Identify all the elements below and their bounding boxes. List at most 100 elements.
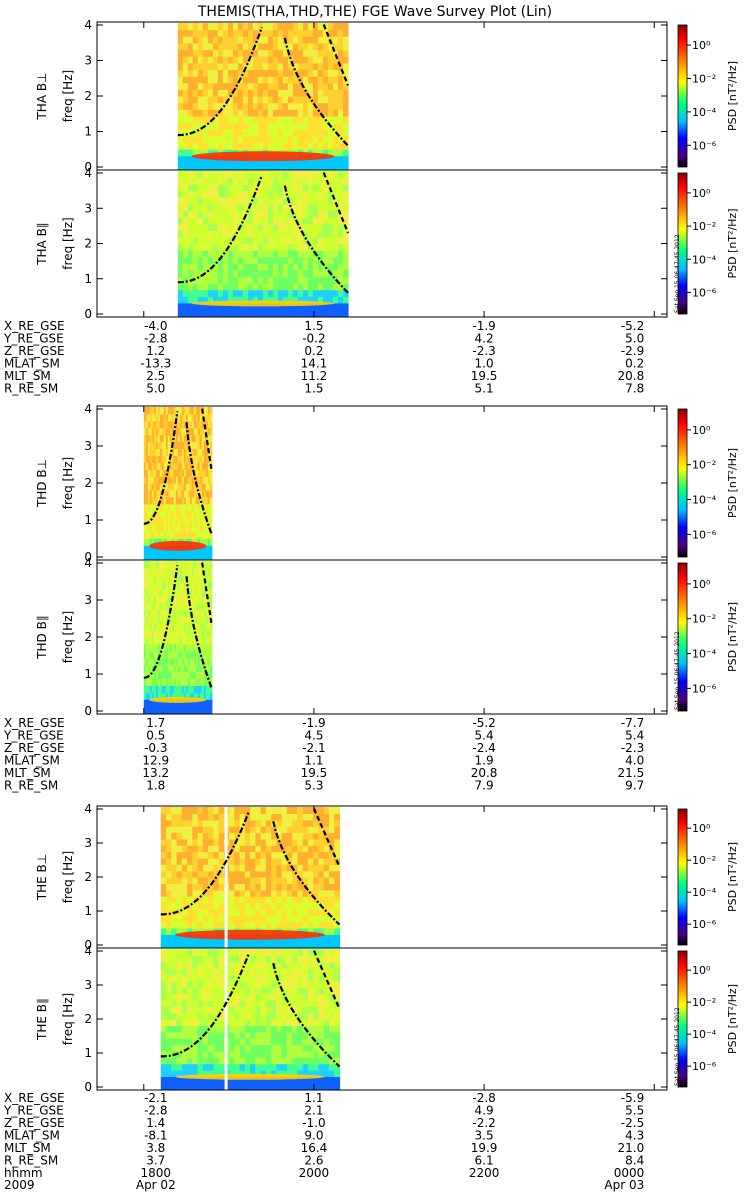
heatmap-cell bbox=[338, 171, 344, 179]
heatmap-cell bbox=[177, 122, 184, 130]
heatmap-cell bbox=[222, 36, 229, 44]
heatmap-cell bbox=[234, 1050, 241, 1058]
heatmap-cell bbox=[307, 283, 314, 291]
heatmap-cell bbox=[209, 692, 213, 700]
heatmap-cell bbox=[185, 699, 189, 707]
heatmap-cell bbox=[322, 69, 329, 77]
heatmap-cell bbox=[322, 223, 329, 231]
heatmap-cell bbox=[171, 692, 175, 700]
heatmap-cell bbox=[213, 1076, 220, 1084]
heatmap-cell bbox=[297, 69, 304, 77]
heatmap-cell bbox=[242, 82, 249, 90]
heatmap-cell bbox=[307, 908, 314, 916]
heatmap-cell bbox=[312, 109, 319, 117]
heatmap-cell bbox=[173, 609, 177, 617]
heatmap-cell bbox=[244, 1050, 251, 1058]
heatmap-cell bbox=[265, 921, 272, 929]
heatmap-cell bbox=[153, 692, 157, 700]
heatmap-cell bbox=[176, 1050, 183, 1058]
heatmap-cell bbox=[267, 283, 274, 291]
heatmap-cell bbox=[192, 122, 199, 130]
heatmap-cell bbox=[177, 56, 184, 64]
heatmap-cell bbox=[197, 62, 204, 70]
heatmap-cell bbox=[307, 999, 314, 1007]
heatmap-cell bbox=[181, 915, 188, 923]
ephemeris-value: 1.0 bbox=[475, 357, 494, 371]
heatmap-cell bbox=[257, 49, 264, 57]
heatmap-cell bbox=[166, 1006, 172, 1014]
heatmap-cell bbox=[260, 915, 267, 923]
ephemeris-value: -1.9 bbox=[472, 319, 495, 333]
heatmap-cell bbox=[312, 217, 319, 225]
heatmap-cell bbox=[343, 171, 349, 179]
heatmap-cell bbox=[203, 616, 207, 624]
heatmap-cell bbox=[173, 637, 177, 645]
heatmap-cell bbox=[160, 1019, 167, 1026]
heatmap-cell bbox=[207, 692, 211, 700]
heatmap-cell bbox=[192, 1012, 199, 1020]
heatmap-cell bbox=[242, 243, 249, 251]
heatmap-cell bbox=[187, 42, 194, 51]
heatmap-cell bbox=[227, 177, 234, 185]
heatmap-cell bbox=[267, 236, 274, 245]
helium-frequency-curve bbox=[313, 950, 341, 1010]
heatmap-cell bbox=[195, 476, 199, 484]
heatmap-cell bbox=[343, 184, 349, 192]
heatmap-cell bbox=[232, 115, 239, 124]
heatmap-cell bbox=[247, 142, 254, 150]
heatmap-cell bbox=[343, 243, 349, 251]
heatmap-cell bbox=[185, 657, 189, 666]
heatmap-cell bbox=[207, 671, 211, 679]
heatmap-cell bbox=[244, 980, 251, 988]
heatmap-cell bbox=[161, 567, 165, 576]
heatmap-cell bbox=[202, 1025, 209, 1033]
heatmap-cell bbox=[187, 706, 191, 714]
heatmap-cell bbox=[255, 896, 262, 904]
heatmap-cell bbox=[271, 883, 278, 891]
heatmap-cell bbox=[171, 510, 175, 519]
heatmap-cell bbox=[197, 503, 201, 512]
heatmap-cell bbox=[313, 908, 320, 916]
heatmap-cell bbox=[329, 934, 335, 942]
heatmap-cell bbox=[175, 552, 179, 560]
heatmap-cell bbox=[181, 1025, 188, 1033]
heatmap-cell bbox=[153, 561, 157, 569]
ephemeris-row-label: MLT_SM bbox=[4, 766, 51, 780]
heatmap-cell bbox=[182, 276, 189, 284]
heatmap-cell bbox=[157, 552, 161, 560]
heatmap-cell bbox=[333, 184, 339, 192]
heatmap-cell bbox=[260, 980, 267, 988]
heatmap-cell bbox=[242, 23, 249, 31]
heatmap-cell bbox=[267, 296, 274, 304]
heatmap-cell bbox=[267, 190, 274, 198]
heatmap-cell bbox=[297, 993, 304, 1001]
heatmap-cell bbox=[217, 243, 224, 251]
heatmap-cell bbox=[192, 870, 199, 878]
heatmap-cell bbox=[333, 82, 339, 90]
heatmap-cell bbox=[143, 664, 147, 673]
heatmap-cell bbox=[297, 122, 304, 130]
heatmap-cell bbox=[147, 441, 151, 449]
heatmap-cell bbox=[195, 657, 199, 666]
heatmap-cell bbox=[149, 588, 153, 597]
heatmap-cell bbox=[227, 217, 234, 225]
heatmap-cell bbox=[307, 845, 314, 853]
heatmap-cell bbox=[191, 699, 195, 707]
heatmap-cell bbox=[207, 483, 211, 491]
heatmap-cell bbox=[185, 685, 189, 693]
heatmap-cell bbox=[169, 489, 173, 498]
heatmap-cell bbox=[282, 204, 289, 212]
heatmap-cell bbox=[317, 171, 324, 179]
heatmap-cell bbox=[217, 56, 224, 64]
heatmap-cell bbox=[165, 503, 169, 512]
heatmap-cell bbox=[244, 857, 251, 865]
heatmap-cell bbox=[205, 510, 209, 519]
heatmap-cell bbox=[157, 489, 161, 498]
heatmap-cell bbox=[177, 448, 181, 456]
heatmap-cell bbox=[197, 413, 201, 422]
heatmap-cell bbox=[176, 1025, 183, 1033]
heatmap-cell bbox=[343, 302, 349, 310]
heatmap-cell bbox=[203, 623, 207, 631]
y-tick-label: 3 bbox=[84, 201, 92, 215]
heatmap-cell bbox=[187, 630, 191, 638]
